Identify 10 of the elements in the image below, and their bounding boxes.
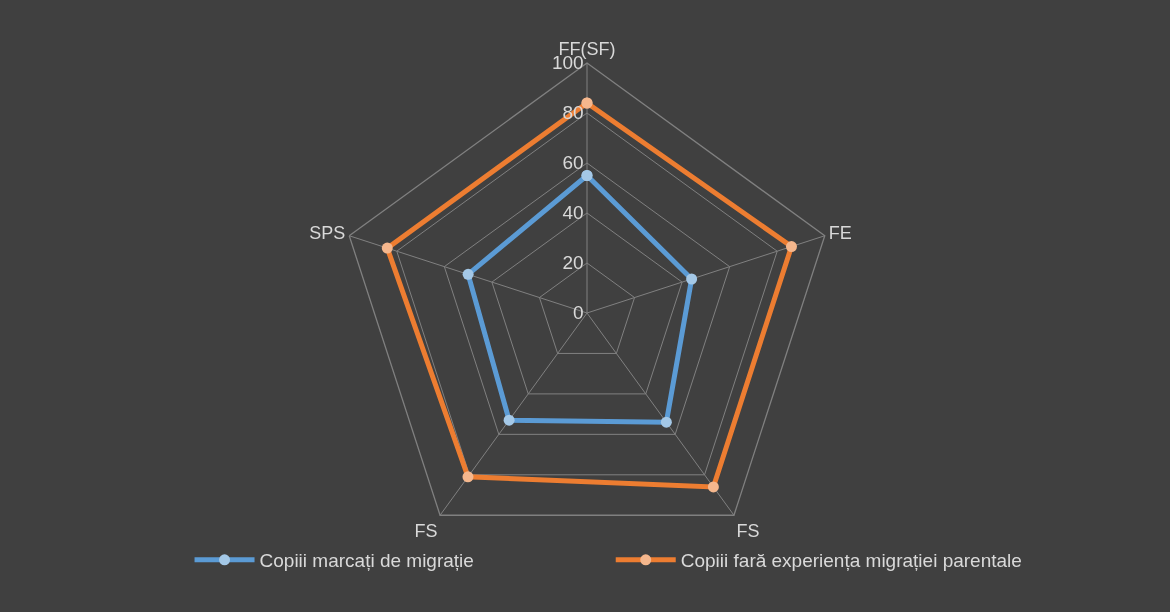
legend-label: Copiii marcați de migrație	[259, 550, 474, 572]
y-tick-label: 20	[562, 252, 584, 274]
spoke-label: SPS	[309, 223, 346, 244]
spoke-label: FS	[736, 520, 760, 541]
legend-label: Copiii fară experiența migrației parentale	[680, 550, 1022, 572]
y-tick-label: 60	[562, 152, 584, 174]
y-tick-label: 40	[562, 202, 584, 224]
y-tick-label: 0	[573, 302, 584, 324]
spoke-label: FE	[828, 223, 852, 244]
spoke-label: FS	[414, 520, 438, 541]
